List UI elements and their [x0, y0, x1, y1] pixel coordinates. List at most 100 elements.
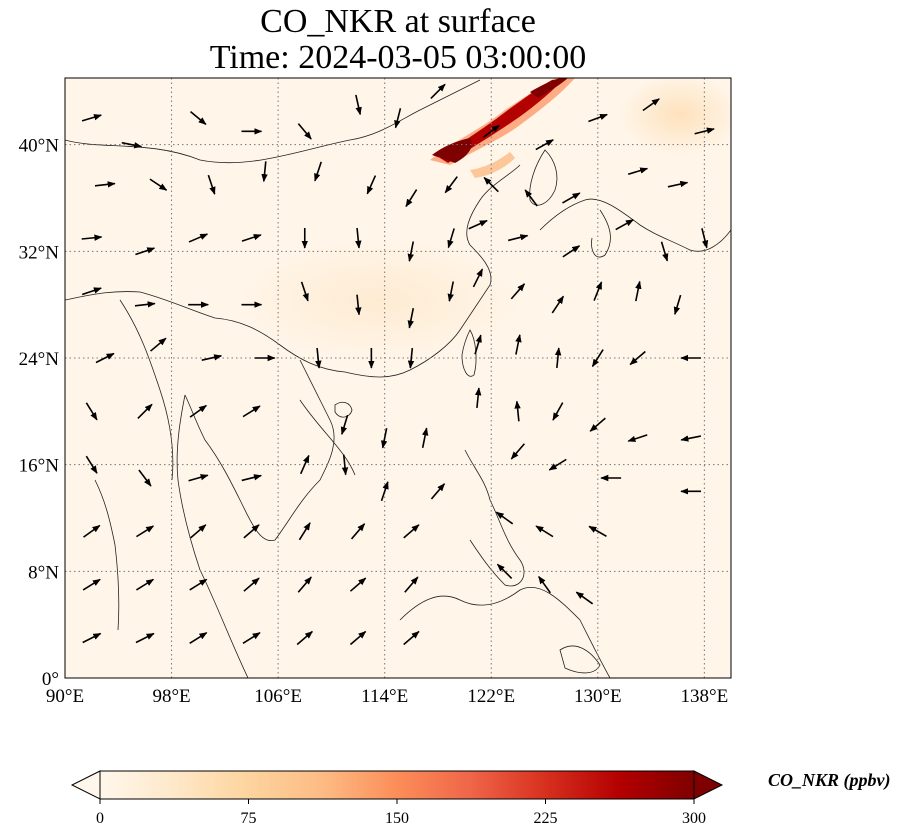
- lat-tick-label: 24°N: [19, 349, 60, 370]
- wind-arrow: [554, 347, 562, 369]
- wind-arrow: [483, 177, 499, 193]
- map-area: [65, 78, 731, 678]
- wind-arrow: [81, 287, 102, 296]
- wind-arrow: [243, 577, 260, 592]
- colorbar-tick-label: 150: [385, 810, 409, 827]
- lon-tick-label: 122°E: [467, 686, 515, 707]
- wind-arrow: [341, 454, 349, 476]
- wind-arrow: [190, 524, 207, 539]
- wind-arrow: [673, 294, 682, 316]
- coastlines: [65, 79, 731, 678]
- wind-arrow: [667, 180, 689, 188]
- wind-arrow: [243, 524, 260, 539]
- wind-arrow: [615, 219, 634, 231]
- wind-arrow: [188, 233, 209, 243]
- wind-arrow: [355, 94, 362, 116]
- wind-arrow: [447, 228, 455, 249]
- wind-arrow: [340, 414, 349, 436]
- wind-arrow: [575, 591, 594, 605]
- wind-arrow: [136, 578, 155, 591]
- colorbar-tick-label: 300: [682, 810, 706, 827]
- wind-arrow: [95, 352, 115, 364]
- wind-arrow: [538, 575, 551, 594]
- wind-arrow: [510, 443, 525, 460]
- wind-arrow: [701, 228, 709, 249]
- wind-arrow: [300, 281, 309, 302]
- wind-arrow: [524, 189, 538, 207]
- wind-arrow: [405, 189, 418, 208]
- wind-arrow: [85, 402, 98, 421]
- wind-arrow: [81, 234, 103, 241]
- wind-arrow: [694, 127, 715, 135]
- wind-arrow: [495, 511, 514, 525]
- wind-arrow: [189, 404, 207, 418]
- wind-arrow: [496, 563, 513, 579]
- wind-arrow: [552, 402, 564, 421]
- wind-arrow: [510, 283, 526, 300]
- wind-arrow: [138, 469, 152, 487]
- wind-arrow: [207, 174, 216, 195]
- wind-arrow: [588, 113, 608, 123]
- wind-arrow: [81, 114, 102, 122]
- colorbar-ticks: 0 75 150 225 300: [96, 799, 706, 827]
- colorbar-tick-label: 225: [534, 810, 558, 827]
- wind-arrow: [468, 219, 488, 230]
- figure-title: CO_NKR at surface: [260, 3, 536, 40]
- wind-arrow: [660, 241, 669, 262]
- wind-arrow: [642, 98, 660, 112]
- wind-arrow: [394, 108, 402, 129]
- wind-arrow: [472, 268, 484, 288]
- wind-arrow: [314, 161, 323, 182]
- wind-arrow: [315, 347, 322, 369]
- wind-arrow: [447, 281, 455, 302]
- wind-arrow: [562, 192, 581, 204]
- wind-arrow: [355, 227, 362, 249]
- wind-arrow: [135, 632, 155, 644]
- longitude-tick-labels: 90°E 98°E 106°E 114°E 122°E 130°E 138°E: [46, 686, 728, 707]
- wind-arrow: [535, 139, 554, 151]
- figure-time: Time: 2024-03-05 03:00:00: [209, 39, 587, 76]
- wind-arrow: [680, 435, 702, 442]
- wind-arrow: [403, 524, 420, 539]
- wind-arrow: [589, 417, 606, 432]
- lat-tick-label: 32°N: [19, 242, 60, 263]
- wind-arrow: [242, 632, 261, 644]
- central-haze: [240, 240, 520, 360]
- lon-tick-label: 90°E: [46, 686, 84, 707]
- wind-arrow: [515, 334, 522, 355]
- wind-arrow: [474, 334, 482, 355]
- colorbar-tick-label: 0: [96, 810, 104, 827]
- colorbar-min-extension: [70, 770, 101, 800]
- wind-arrow: [135, 247, 156, 256]
- wind-arrow: [189, 578, 208, 591]
- wind-arrow: [588, 525, 607, 537]
- wind-arrow: [629, 350, 646, 366]
- wind-arrow: [137, 403, 153, 419]
- wind-arrow: [297, 576, 312, 593]
- northeast-haze: [620, 78, 731, 155]
- wind-arrow: [627, 167, 649, 175]
- wind-arrow: [150, 337, 167, 352]
- wind-arrow: [407, 241, 415, 262]
- lon-tick-label: 130°E: [574, 686, 622, 707]
- lon-tick-label: 98°E: [152, 686, 190, 707]
- wind-arrow: [136, 525, 155, 538]
- wind-arrow: [507, 234, 529, 242]
- wind-arrow: [548, 458, 567, 471]
- wind-arrow: [403, 630, 420, 646]
- wind-arrow: [407, 308, 415, 329]
- colorbar-tick-label: 75: [241, 810, 257, 827]
- wind-arrow: [380, 481, 389, 502]
- lat-tick-label: 16°N: [19, 456, 60, 477]
- map-frame: [64, 77, 732, 679]
- wind-arrow: [535, 525, 554, 538]
- colorbar-bar: [100, 771, 694, 799]
- colorbar: 0 75 150 225 300: [70, 770, 724, 827]
- wind-arrow: [551, 295, 565, 314]
- wind-arrow: [355, 294, 362, 316]
- wind-arrow: [430, 83, 446, 99]
- wind-arrow: [299, 454, 310, 475]
- wind-arrow: [149, 178, 168, 191]
- wind-arrow: [444, 176, 458, 194]
